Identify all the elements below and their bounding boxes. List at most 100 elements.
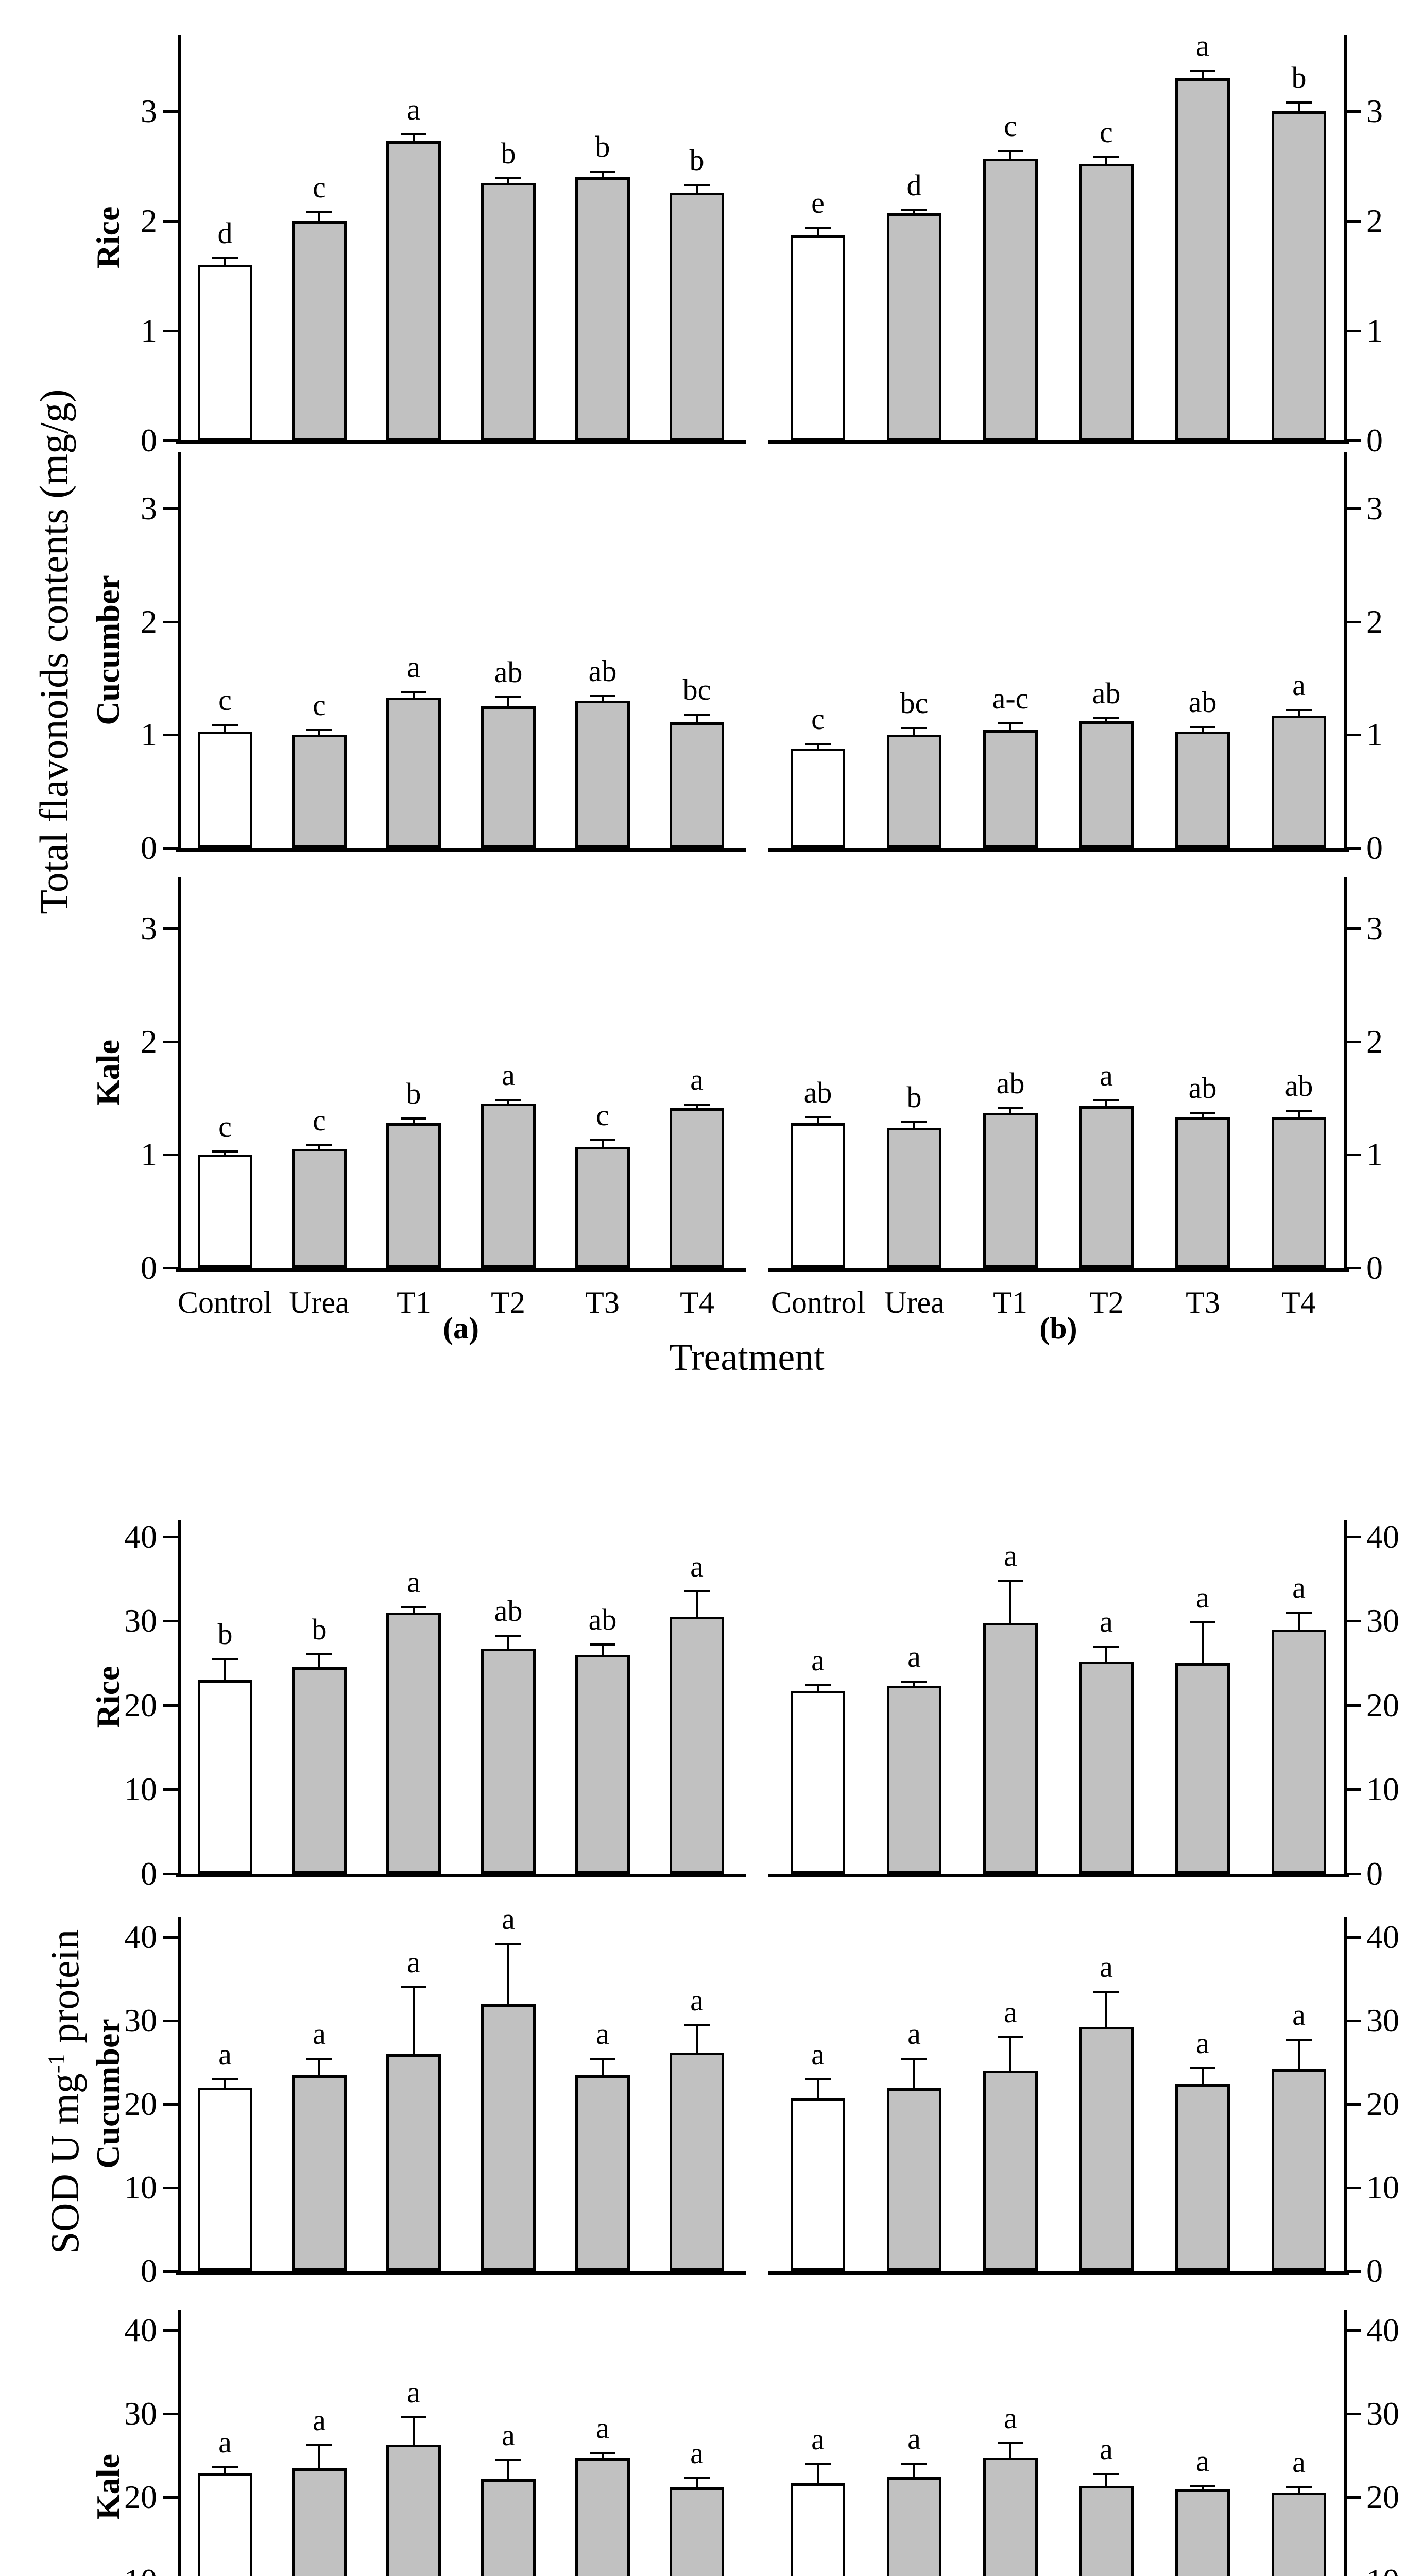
y-tick-label: 0: [1366, 1855, 1383, 1892]
bar-urea: [887, 2477, 941, 2576]
significance-letter: b: [217, 1617, 233, 1651]
significance-letter: a: [407, 650, 420, 684]
error-bar-cap: [901, 2058, 927, 2060]
significance-letter: a: [596, 2411, 609, 2445]
y-tick-label: 1: [1366, 312, 1383, 349]
x-axis: [768, 848, 1349, 852]
error-bar-line: [1202, 1113, 1204, 1117]
bar-t2: [481, 2479, 536, 2576]
y-tick-label: 0: [1366, 829, 1383, 866]
significance-letter: a: [218, 2038, 232, 2071]
error-bar-cap: [684, 714, 710, 716]
significance-letter: a: [907, 2422, 921, 2455]
error-bar-line: [1298, 1111, 1300, 1117]
x-tick-label-t4: T4: [1281, 1285, 1316, 1319]
bar-control: [791, 2098, 845, 2271]
bar-t3: [1175, 1117, 1230, 1268]
significance-letter: a: [502, 2418, 515, 2452]
error-bar-line: [817, 2079, 819, 2098]
bar-t1: [983, 730, 1038, 848]
bar-t3: [575, 2458, 630, 2576]
error-bar-cap: [1190, 2485, 1215, 2487]
error-bar-cap: [998, 722, 1023, 724]
significance-letter: a: [407, 1565, 420, 1599]
error-bar-line: [817, 1685, 819, 1691]
error-bar-line: [1009, 2443, 1011, 2458]
y-tick-label: 0: [141, 1249, 157, 1286]
significance-letter: a: [690, 1550, 704, 1583]
bar-t3: [575, 701, 630, 848]
error-bar-line: [318, 730, 320, 735]
bar-t3: [1175, 732, 1230, 848]
error-bar-line: [507, 1636, 509, 1649]
error-bar-cap: [1286, 101, 1312, 104]
bar-t3: [1175, 1663, 1230, 1874]
y-axis: [178, 1520, 181, 1874]
bar-control: [198, 2473, 252, 2576]
significance-letter: ab: [588, 1603, 617, 1636]
bar-urea: [292, 735, 347, 848]
bar-t2: [481, 1649, 536, 1874]
bar-urea: [292, 2075, 347, 2271]
significance-letter: a: [502, 1902, 515, 1936]
y-axis: [1344, 452, 1347, 848]
significance-letter: a: [907, 1640, 921, 1673]
significance-letter: a: [811, 1643, 825, 1677]
y-tick-label: 20: [124, 1686, 157, 1723]
y-tick-label: 10: [124, 1771, 157, 1808]
y-tick: [163, 220, 178, 223]
row-label-kale: Kale: [90, 1040, 126, 1106]
error-bar-line: [817, 744, 819, 749]
x-tick-label-t1: T1: [397, 1285, 431, 1319]
y-tick-label: 30: [124, 2002, 157, 2039]
error-bar-line: [318, 2059, 320, 2075]
y-tick: [1347, 1788, 1361, 1791]
error-bar-cap: [1190, 2067, 1215, 2069]
error-bar-line: [1105, 1992, 1107, 2027]
y-tick: [163, 110, 178, 113]
bar-t2: [481, 2004, 536, 2271]
error-bar-line: [224, 1659, 226, 1680]
error-bar-cap: [590, 1139, 615, 1141]
y-tick: [163, 847, 178, 850]
bar-urea: [292, 2468, 347, 2576]
y-tick: [163, 507, 178, 510]
x-tick-label-t3: T3: [585, 1285, 620, 1319]
error-bar-cap: [590, 171, 615, 173]
significance-letter: ab: [494, 655, 523, 689]
significance-letter: a: [907, 2017, 921, 2050]
bar-t3: [575, 1147, 630, 1268]
significance-letter: b: [689, 143, 705, 177]
error-bar-cap: [306, 729, 332, 731]
error-bar-line: [507, 697, 509, 706]
y-tick: [163, 2020, 178, 2023]
y-tick: [163, 2496, 178, 2499]
significance-letter: c: [313, 1104, 326, 1137]
error-bar-cap: [805, 2463, 831, 2465]
significance-letter: a: [1292, 1998, 1306, 2031]
y-tick-label: 0: [1366, 1249, 1383, 1286]
bar-t4: [1272, 2493, 1326, 2576]
error-bar-cap: [401, 1986, 426, 1988]
significance-letter: a: [596, 2017, 609, 2050]
significance-letter: a: [1100, 2432, 1113, 2466]
error-bar-cap: [684, 1104, 710, 1106]
y-tick: [163, 1535, 178, 1538]
y-tick-label: 0: [141, 1855, 157, 1892]
error-bar-cap: [212, 2078, 238, 2080]
significance-letter: b: [406, 1077, 421, 1110]
error-bar-cap: [212, 2466, 238, 2468]
y-tick-label: 40: [1366, 1919, 1399, 1956]
bar-t2: [1079, 164, 1134, 440]
error-bar-line: [413, 1987, 415, 2054]
y-tick-label: 20: [1366, 2086, 1399, 2123]
bar-t4: [670, 2053, 724, 2271]
y-tick-label: 20: [1366, 1686, 1399, 1723]
significance-letter: ab: [1188, 685, 1217, 719]
significance-letter: a: [1196, 1581, 1209, 1614]
error-bar-cap: [212, 724, 238, 726]
error-bar-line: [1298, 1613, 1300, 1630]
error-bar-cap: [212, 1150, 238, 1153]
y-tick-label: 40: [124, 1919, 157, 1956]
error-bar-line: [696, 1591, 698, 1617]
